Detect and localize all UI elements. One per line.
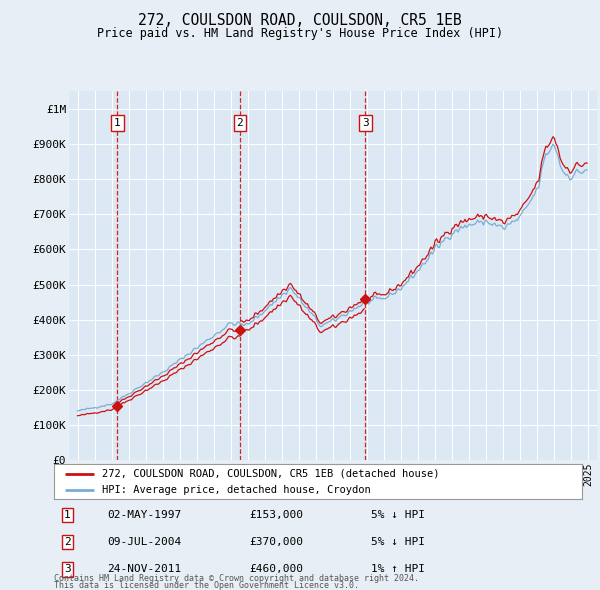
Text: 02-MAY-1997: 02-MAY-1997 bbox=[107, 510, 181, 520]
Text: £460,000: £460,000 bbox=[250, 565, 304, 574]
Text: 2: 2 bbox=[64, 537, 71, 547]
Text: Price paid vs. HM Land Registry's House Price Index (HPI): Price paid vs. HM Land Registry's House … bbox=[97, 27, 503, 40]
Text: 24-NOV-2011: 24-NOV-2011 bbox=[107, 565, 181, 574]
Text: 272, COULSDON ROAD, COULSDON, CR5 1EB (detached house): 272, COULSDON ROAD, COULSDON, CR5 1EB (d… bbox=[101, 468, 439, 478]
Text: 1% ↑ HPI: 1% ↑ HPI bbox=[371, 565, 425, 574]
Text: HPI: Average price, detached house, Croydon: HPI: Average price, detached house, Croy… bbox=[101, 485, 370, 495]
Text: 3: 3 bbox=[64, 565, 71, 574]
Text: Contains HM Land Registry data © Crown copyright and database right 2024.: Contains HM Land Registry data © Crown c… bbox=[54, 573, 419, 582]
Text: £370,000: £370,000 bbox=[250, 537, 304, 547]
Text: 2: 2 bbox=[236, 118, 243, 128]
Text: 1: 1 bbox=[114, 118, 121, 128]
Text: This data is licensed under the Open Government Licence v3.0.: This data is licensed under the Open Gov… bbox=[54, 581, 359, 589]
Text: 5% ↓ HPI: 5% ↓ HPI bbox=[371, 510, 425, 520]
Text: 09-JUL-2004: 09-JUL-2004 bbox=[107, 537, 181, 547]
Text: 5% ↓ HPI: 5% ↓ HPI bbox=[371, 537, 425, 547]
Text: 3: 3 bbox=[362, 118, 369, 128]
Text: 272, COULSDON ROAD, COULSDON, CR5 1EB: 272, COULSDON ROAD, COULSDON, CR5 1EB bbox=[138, 13, 462, 28]
Text: £153,000: £153,000 bbox=[250, 510, 304, 520]
Text: 1: 1 bbox=[64, 510, 71, 520]
